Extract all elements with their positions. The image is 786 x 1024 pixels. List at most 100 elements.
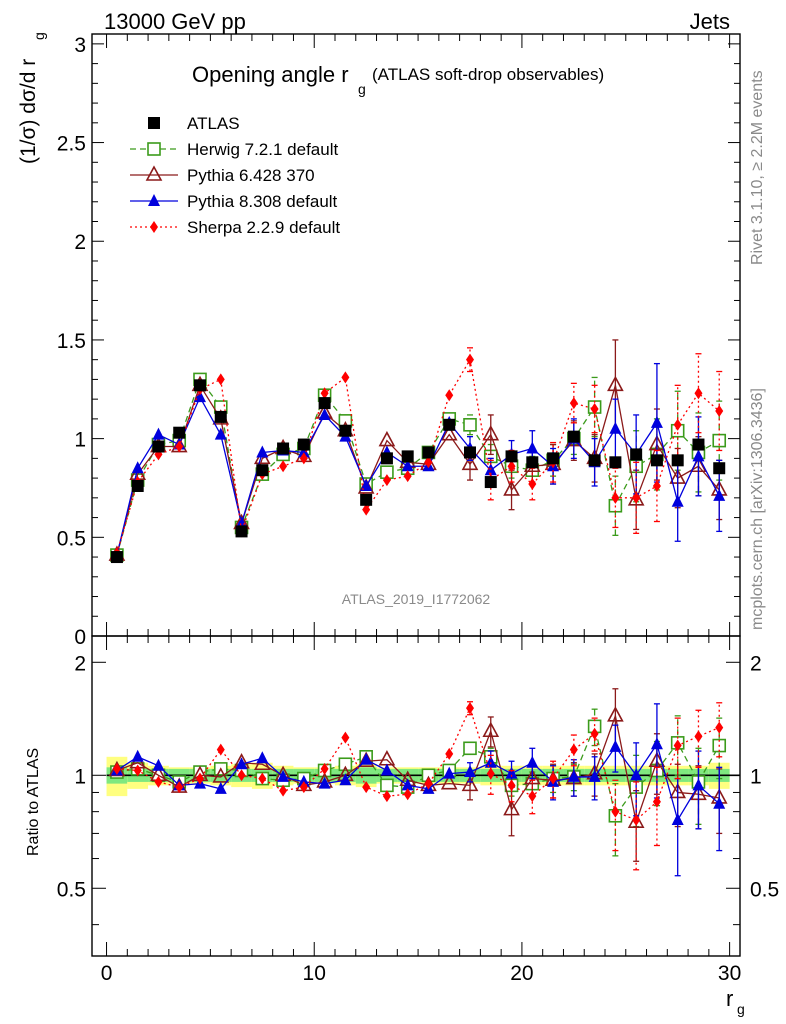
main-point-data [401,450,414,463]
chart-title-sub: g [358,81,366,97]
main-point-sherpa [279,460,288,473]
ratio-point-pythia8 [152,758,165,771]
ratio-point-herwig [463,741,477,756]
legend-item-pythia8: Pythia 8.308 default [130,192,338,211]
chart-title-main: Opening angle r [192,62,349,87]
main-y-tick-label: 2.5 [57,133,86,156]
side-text-top: Rivet 3.1.10, ≥ 2.2M events [749,70,766,265]
ratio-point-pythia8 [526,755,539,768]
main-point-pythia8 [360,478,373,491]
main-point-pythia8 [256,445,269,458]
ratio-frame [91,635,741,957]
main-y-tick-label: 1 [74,429,86,452]
analysis-watermark: ATLAS_2019_I1772062 [342,591,491,607]
legend-label-herwig: Herwig 7.2.1 default [187,140,338,159]
svg-text:g: g [31,32,47,40]
main-point-data [464,446,476,459]
ratio-point-pythia8 [464,765,476,778]
ratio-series-sherpa [112,701,724,871]
legend-item-sherpa: Sherpa 2.2.9 default [130,218,340,237]
main-point-pythia8 [650,415,663,428]
main-point-data [588,454,601,467]
main-point-sherpa [403,470,412,483]
ratio-point-pythia8 [567,769,580,782]
main-point-sherpa [611,491,620,504]
main-line-sherpa [116,357,720,554]
ratio-line-sherpa [116,706,720,821]
ratio-point-pythia8 [380,763,393,776]
main-point-data [380,452,393,465]
ratio-point-pythia8 [235,757,248,770]
legend-label-pythia6: Pythia 6.428 370 [187,166,315,185]
legend-label-sherpa: Sherpa 2.2.9 default [187,218,340,237]
legend-label-pythia8: Pythia 8.308 default [187,192,338,211]
legend-marker-pythia6 [145,165,163,181]
main-point-data [671,454,684,467]
ratio-point-pythia8 [277,769,290,782]
x-tick-label: 10 [303,962,326,985]
ratio-point-pythia8 [505,766,518,779]
main-y-tick-label: 2 [74,231,86,254]
main-point-pythia6 [482,424,500,441]
ratio-y-tick-label-right: 0.5 [750,878,779,901]
ratio-point-sherpa [341,731,350,744]
main-point-sherpa [175,440,184,453]
ratio-point-pythia6 [461,775,479,792]
main-point-sherpa [424,456,433,469]
ratio-point-sherpa [279,784,288,797]
main-point-data [505,450,518,463]
ratio-point-sherpa [237,769,246,782]
main-point-pythia6 [503,480,520,496]
x-tick-label: 20 [510,962,533,985]
main-point-data [194,379,206,392]
header-right: Jets [690,9,730,34]
ratio-point-sherpa [611,805,620,818]
frames: 00.511.522.530 10 20 300.5 0.51 12 2 [57,33,779,985]
ratio-point-sherpa [133,764,142,777]
ratio-point-sherpa [486,767,495,780]
main-point-data [650,454,663,467]
legend-item-pythia6: Pythia 6.428 370 [130,165,315,185]
main-y-tick-label: 0 [74,626,86,649]
main-point-data [360,493,373,506]
main-point-data [256,464,269,477]
ratio-point-pythia8 [401,778,414,791]
main-y-tick-label: 3 [74,34,86,57]
ratio-point-sherpa [382,790,391,803]
legend-item-data: ATLAS [148,114,240,133]
ratio-point-pythia6 [378,750,396,766]
legend: ATLAS Herwig 7.2.1 default Pythia 6.428 37… [130,114,340,237]
main-point-data [339,424,352,437]
ratio-point-sherpa [445,747,454,760]
main-point-sherpa [362,503,371,516]
ratio-point-sherpa [590,727,599,740]
main-point-sherpa [382,474,391,487]
x-label-sub: g [737,1001,745,1017]
ratio-point-pythia8 [609,739,622,752]
ratio-point-pythia8 [318,776,331,789]
main-point-herwig [463,418,477,432]
ratio-point-sherpa [549,772,558,785]
ratio-point-sherpa [507,779,516,792]
ratio-point-sherpa [154,775,163,788]
legend-marker-herwig [147,142,161,156]
ratio-point-sherpa [216,743,225,756]
ratio-point-sherpa [196,772,204,785]
main-point-data [297,438,310,451]
main-point-data [713,462,726,475]
ratio-point-sherpa [403,788,412,801]
ratio-point-sherpa [569,743,578,756]
svg-text:(1/σ) dσ/d r: (1/σ) dσ/d r [17,59,40,164]
main-point-pythia8 [401,459,414,472]
chart-title-suffix: (ATLAS soft-drop observables) [372,65,604,84]
main-point-data [131,479,144,492]
main-point-pythia8 [214,427,227,440]
main-point-pythia6 [607,375,624,392]
main-point-sherpa [507,460,516,473]
ratio-point-pythia8 [671,813,684,826]
main-point-sherpa [673,418,682,431]
main-point-data [110,551,123,564]
ratio-y-tick-label: 1 [74,765,86,788]
side-text-bottom: mcplots.cern.ch [arXiv:1306.3436] [749,388,766,630]
